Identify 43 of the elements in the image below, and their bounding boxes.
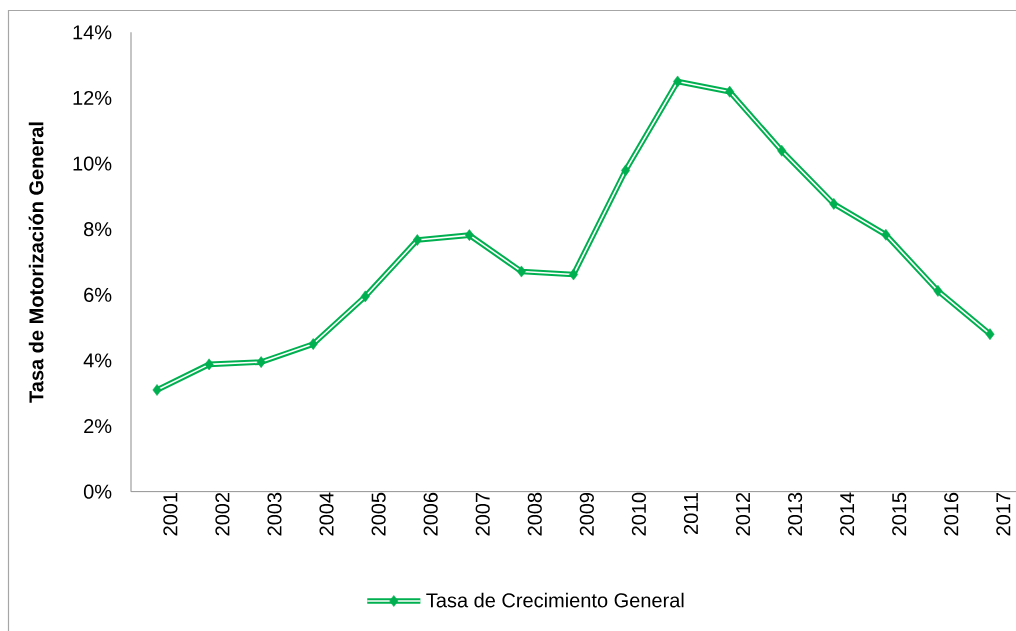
point — [308, 338, 318, 350]
x-tick-label: 2016 — [944, 492, 959, 536]
x-tick-label: 2007 — [475, 492, 490, 536]
point — [256, 356, 266, 368]
x-tick-label: 2017 — [996, 492, 1011, 536]
legend-label: Tasa de Crecimiento General — [426, 592, 684, 608]
x-tick-label: 2012 — [735, 492, 751, 536]
x-tick-label: 2014 — [840, 492, 855, 536]
y-axis-title: Tasa de Motorización General — [28, 122, 44, 403]
x-tick-label: 2006 — [423, 492, 438, 536]
y-tick-label: 4% — [83, 353, 112, 368]
x-tick-label: 2015 — [892, 492, 907, 536]
point — [412, 234, 422, 246]
point — [673, 75, 683, 88]
point — [516, 265, 526, 278]
x-tick-label: 2004 — [319, 492, 334, 536]
point — [881, 228, 891, 241]
x-tick-label: 2013 — [788, 492, 803, 536]
point — [985, 328, 995, 341]
point — [829, 198, 839, 210]
y-tick-label: 6% — [84, 287, 112, 302]
y-tick-label: 0% — [83, 484, 112, 499]
x-tick-label: 2002 — [215, 492, 230, 536]
y-tick-label: 2% — [84, 419, 112, 434]
point — [621, 164, 631, 177]
x-tick-label: 2003 — [267, 492, 282, 536]
point — [152, 384, 162, 396]
point — [204, 358, 214, 371]
point — [725, 85, 735, 98]
point — [360, 290, 370, 303]
point — [464, 229, 474, 241]
x-tick-label: 2009 — [579, 492, 594, 536]
x-tick-label: 2001 — [163, 492, 178, 536]
point — [777, 144, 787, 157]
y-tick-label: 8% — [84, 222, 112, 237]
y-tick-label: 10% — [73, 156, 112, 171]
x-tick-label: 2010 — [631, 492, 646, 536]
x-tick-label: 2008 — [527, 492, 542, 536]
x-tick-label: 2011 — [683, 492, 699, 534]
x-tick-label: 2005 — [371, 492, 386, 536]
point — [933, 285, 943, 297]
y-tick-label: 12% — [73, 90, 112, 105]
y-tick-label: 14% — [73, 25, 112, 40]
